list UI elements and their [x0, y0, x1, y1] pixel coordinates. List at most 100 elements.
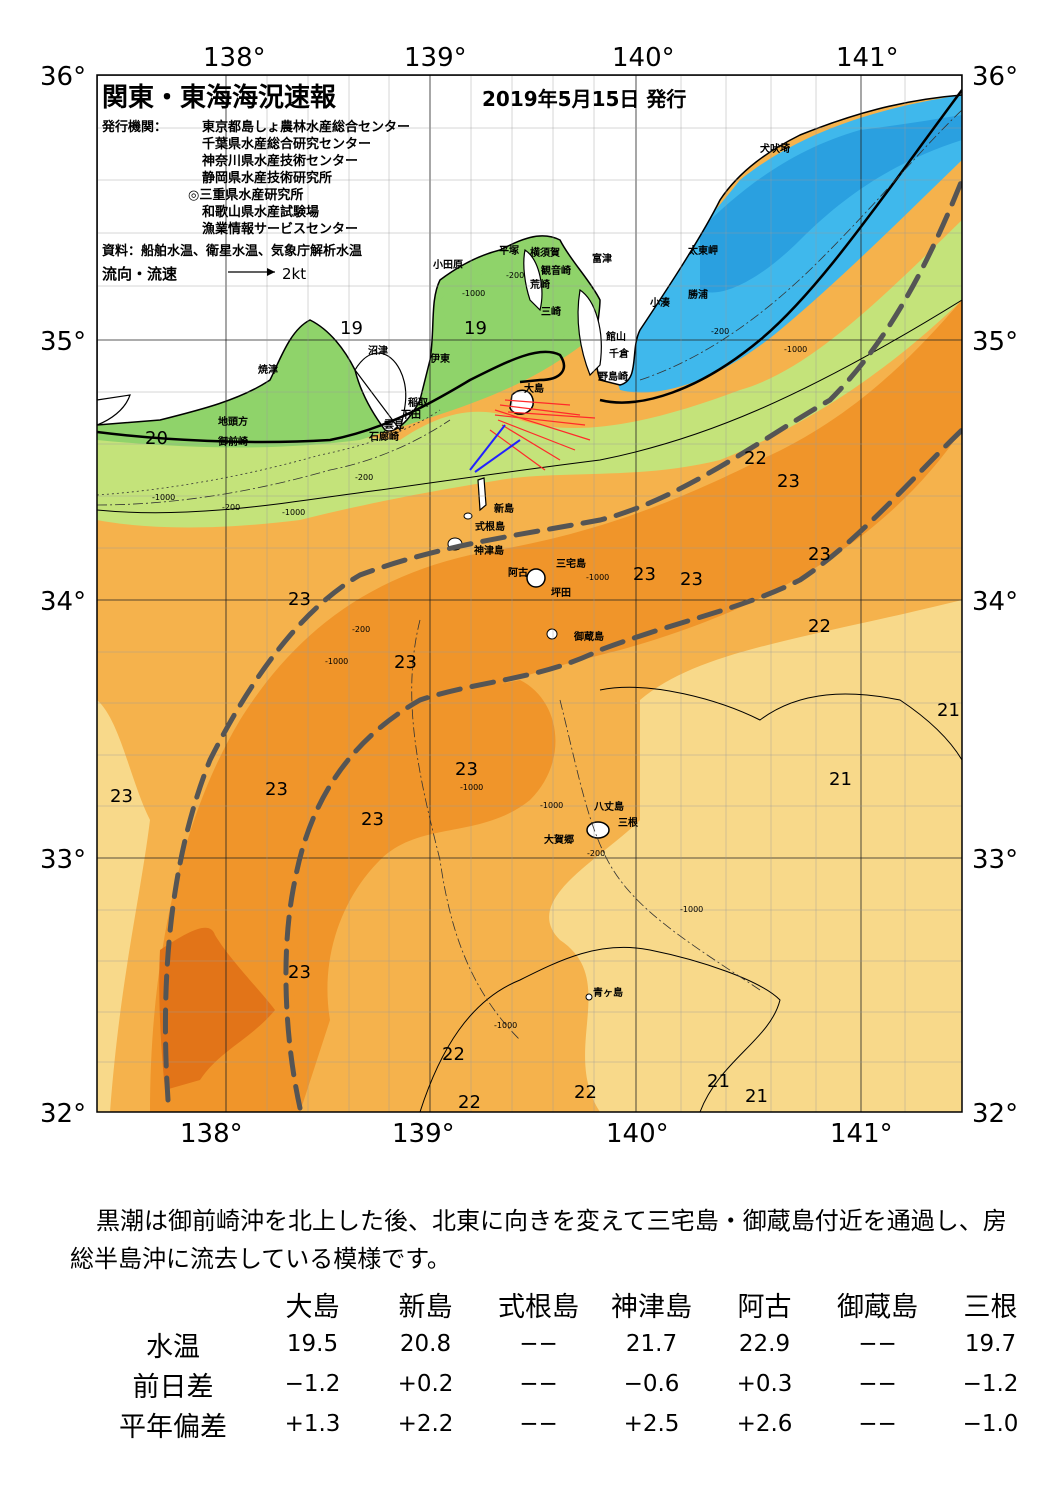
graticule: [97, 75, 962, 1112]
reading-value: 21.7: [625, 1331, 678, 1357]
depth-1000-south: [559, 699, 761, 991]
island-hachijojima: [586, 821, 610, 839]
place-hachijojima: 八丈島: [593, 800, 624, 813]
land-honshu: [97, 75, 962, 432]
place-omaezaki: 御前崎: [217, 435, 248, 448]
lat-label-34-right: 34°: [972, 587, 1018, 617]
isotherm-20: [97, 350, 566, 444]
water-zone-24: [159, 927, 275, 1090]
isotherm-label: 20: [145, 428, 168, 449]
isotherm-label: 21: [707, 1071, 730, 1092]
depth-label: -1000: [325, 657, 348, 666]
current-legend-label: 流向・流速: [102, 265, 177, 283]
place-jitogata: 地頭方: [218, 415, 248, 428]
isotherm-label: 23: [265, 779, 288, 800]
isotherm-label: 23: [777, 471, 800, 492]
summary-text: 黒潮は御前崎沖を北上した後、北東に向きを変えて三宅島・御蔵島付近を通過し、房総半…: [70, 1207, 1007, 1273]
row-label: 平年偏差: [119, 1411, 227, 1443]
reading-value: +0.2: [397, 1371, 454, 1397]
depth-label: -1000: [494, 1021, 517, 1030]
lon-label-140-bottom: 140°: [606, 1119, 669, 1149]
place-tsubota: 坪田: [551, 586, 571, 599]
lon-label-139-bottom: 139°: [392, 1119, 455, 1149]
issuer-4: 静岡県水産技術研究所: [202, 170, 332, 186]
sea-condition-map: 関東・東海海況速報 2019年5月15日 発行 発行機関： 東京都島しょ農林水産…: [40, 43, 1018, 1149]
depth-label: -1000: [460, 783, 483, 792]
issuer-3: 神奈川県水産技術センター: [202, 153, 358, 169]
depth-label: -1000: [282, 508, 305, 517]
isotherm-label: 21: [745, 1086, 768, 1107]
isotherm-label: 21: [937, 700, 960, 721]
map-border: [96, 74, 963, 1113]
depth-label: -200: [587, 849, 605, 858]
reading-value: 20.8: [399, 1331, 452, 1357]
current-legend-scale: 2kt: [282, 265, 306, 283]
depth-label: -200: [355, 473, 373, 482]
place-miyakejima: 三宅島: [556, 557, 586, 570]
readings-table: 大島 新島 式根島 神津島 阿古 御蔵島 三根 水温 19.5 20.8 −− …: [90, 1284, 1047, 1444]
reading-value: −0.6: [623, 1371, 680, 1397]
reading-value: −1.2: [962, 1371, 1019, 1397]
depth-label: -1000: [152, 493, 175, 502]
lon-label-138-top: 138°: [203, 43, 266, 73]
place-mikomoto: 石廊崎: [368, 430, 399, 443]
depth-label: -200: [711, 327, 729, 336]
station-kozushima: 神津島: [611, 1291, 692, 1323]
lat-label-35-left: 35°: [40, 327, 86, 357]
issuer-7: 漁業情報サービスセンター: [202, 221, 358, 237]
current-legend-arrowhead: [267, 268, 275, 276]
land-boso-tip: [577, 288, 602, 377]
place-niijima: 新島: [494, 502, 514, 515]
isotherm-label: 23: [110, 786, 133, 807]
place-aogashima: 青ヶ島: [593, 986, 623, 999]
lat-label-33-right: 33°: [972, 845, 1018, 875]
reading-value: +0.3: [736, 1371, 793, 1397]
reading-value: −−: [858, 1371, 897, 1397]
graticule-minor: [97, 75, 962, 1112]
depth-label: -1000: [462, 289, 485, 298]
issue-date: 2019年5月15日 発行: [482, 87, 686, 111]
place-futtsu: 富津: [592, 252, 612, 265]
depth-1000-east: [639, 109, 962, 381]
readings-row-day-diff: 前日差 −1.2 +0.2 −− −0.6 +0.3 −− −1.2: [90, 1364, 1047, 1404]
place-shimoda: 下田: [401, 409, 421, 421]
place-mikurajima: 御蔵島: [573, 630, 604, 643]
issuer-1: 東京都島しょ農林水産総合センター: [202, 119, 410, 135]
station-mikurajima: 御蔵島: [837, 1291, 918, 1323]
island-shikinejima: [463, 512, 473, 520]
isotherm-label: 23: [808, 544, 831, 565]
lon-label-139-top: 139°: [404, 43, 467, 73]
island-niijima: [477, 477, 487, 512]
current-vectors-blue: [469, 424, 521, 473]
isotherm-label: 22: [574, 1082, 597, 1103]
lat-label-36-right: 36°: [972, 62, 1018, 92]
depth-label: -200: [222, 503, 240, 512]
island-miyakejima: [526, 568, 546, 588]
place-ako: 阿古: [508, 566, 528, 579]
reading-value: 22.9: [738, 1331, 791, 1357]
issuer-5: ◎三重県水産研究所: [188, 187, 303, 203]
place-yokosuka: 横須賀: [530, 246, 560, 259]
isotherm-label: 23: [288, 589, 311, 610]
reading-value: −1.2: [284, 1371, 341, 1397]
land-izu-detail: [354, 352, 407, 432]
readings-header-row: 大島 新島 式根島 神津島 阿古 御蔵島 三根: [90, 1284, 1047, 1324]
reading-value: −−: [519, 1331, 558, 1357]
data-source: 資料：船舶水温、衛星水温、気象庁解析水温: [102, 243, 362, 259]
place-kumomi: 雲見: [384, 419, 404, 431]
depth-label: -200: [506, 271, 524, 280]
isotherm-label: 22: [744, 448, 767, 469]
isotherm-label: 19: [464, 318, 487, 339]
place-shikinejima: 式根島: [475, 520, 505, 533]
isotherm-21: [97, 299, 962, 514]
isotherm-label: 23: [455, 759, 478, 780]
isotherm-label: 23: [680, 569, 703, 590]
island-aogashima: [585, 993, 593, 1001]
water-zone-21-west: [97, 700, 150, 1112]
row-label: 水温: [146, 1331, 200, 1363]
place-oshima: 大島: [524, 382, 544, 395]
depth-label: -1000: [784, 345, 807, 354]
place-inatori: 稲取: [408, 396, 429, 409]
reading-value: +1.3: [284, 1411, 341, 1437]
place-odawara: 小田原: [432, 258, 463, 271]
